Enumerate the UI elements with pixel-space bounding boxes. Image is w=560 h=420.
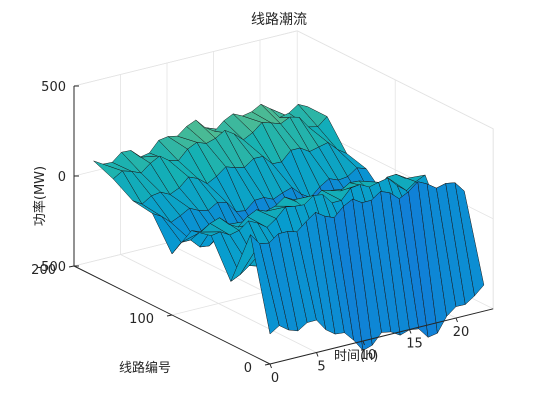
y-tick [166,314,173,317]
y-tick-label: 100 [129,312,154,327]
x-tick [409,329,412,334]
surface-patch [454,182,485,297]
surface-mesh [93,103,485,351]
z-tick-label: 0 [58,170,66,185]
x-tick-label: 10 [360,348,377,363]
x-tick [269,363,272,369]
y-axis-label: 线路编号 [119,360,171,376]
x-tick-label: 15 [406,337,423,352]
x-tick-label: 0 [271,371,279,386]
x-tick [455,317,458,323]
chart-title: 线路潮流 [251,12,307,28]
z-tick-label: 500 [41,80,66,95]
y-tick-label: 200 [31,263,56,278]
y-tick [264,363,271,366]
z-axis-label: 功率(MW) [32,166,48,226]
x-axis-label: 时间(h) [334,349,378,364]
x-tick-label: 20 [453,325,470,340]
z-tick-label: -500 [36,260,66,275]
x-tick-label: 5 [317,360,325,375]
y-tick-label: 0 [244,361,252,376]
x-tick [316,352,319,357]
x-tick [362,340,365,346]
y-tick [68,265,75,268]
